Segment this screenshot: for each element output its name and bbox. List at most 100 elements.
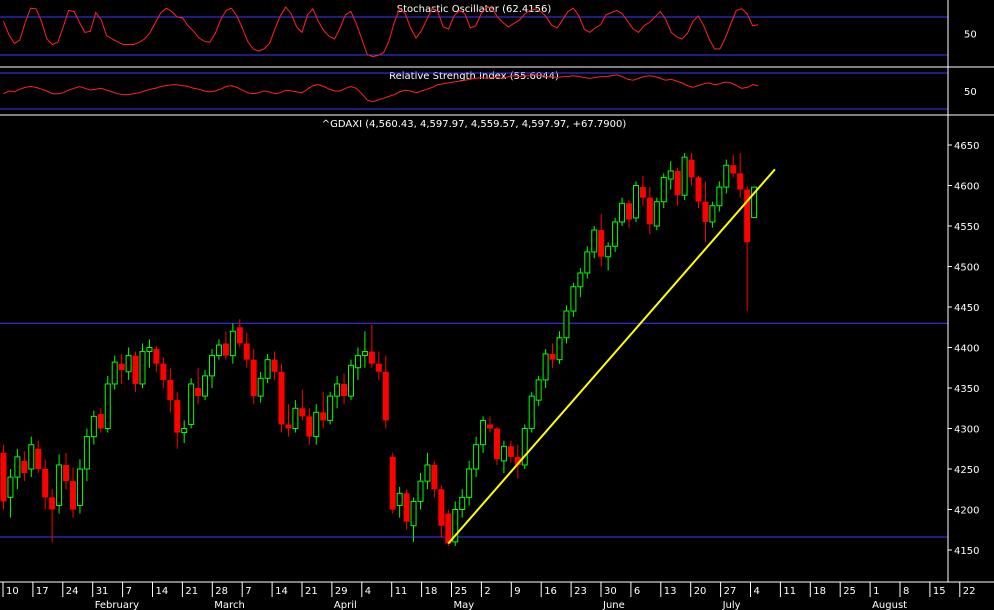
candle-body-down xyxy=(306,416,313,437)
candle xyxy=(70,467,76,518)
candle-body-down xyxy=(702,201,709,222)
candle-body-down xyxy=(549,353,556,360)
candle-body-up xyxy=(653,201,660,227)
x-month-label: July xyxy=(722,600,741,610)
candle xyxy=(375,351,382,380)
candle xyxy=(737,153,744,198)
candle-body-down xyxy=(63,464,70,482)
x-tick-label: 24 xyxy=(66,586,79,597)
candle-body-up xyxy=(521,428,528,466)
candle xyxy=(125,347,132,380)
candle xyxy=(716,181,723,212)
candle xyxy=(744,185,751,312)
candle-body-up xyxy=(452,509,459,543)
candle xyxy=(389,452,396,514)
candle-body-up xyxy=(584,251,591,274)
trendline xyxy=(447,168,776,545)
price-tick-label: 4300 xyxy=(954,425,979,436)
candle-body-down xyxy=(507,446,514,457)
candle-body-down xyxy=(730,165,737,174)
price-tick-label: 4150 xyxy=(954,546,979,557)
x-tick-label: 4 xyxy=(754,586,760,597)
x-tick-label: 10 xyxy=(6,586,19,597)
candle-body-down xyxy=(320,412,327,421)
x-tick-label: 14 xyxy=(156,586,169,597)
candle xyxy=(500,440,507,474)
candle xyxy=(361,331,368,368)
candle-body-up xyxy=(327,395,334,421)
candle-body-up xyxy=(605,245,612,258)
candle xyxy=(535,375,542,406)
candle-body-down xyxy=(236,327,243,344)
x-tick-label: 4 xyxy=(365,586,371,597)
candle-body-down xyxy=(438,489,445,526)
candle xyxy=(584,246,591,279)
candle-body-up xyxy=(56,464,63,506)
candle xyxy=(42,459,49,510)
candle-body-down xyxy=(97,413,104,429)
candle xyxy=(174,392,181,449)
candle xyxy=(56,454,63,514)
candle-body-down xyxy=(639,187,646,198)
x-tick-label: 27 xyxy=(724,586,737,597)
candle-body-up xyxy=(14,456,21,478)
candlesticks xyxy=(0,153,758,546)
candle-body-up xyxy=(417,480,424,502)
candle-body-down xyxy=(695,177,702,202)
candle-body-up xyxy=(28,444,35,470)
candle xyxy=(507,440,514,463)
candle xyxy=(556,331,563,364)
candle-body-down xyxy=(118,363,125,371)
candle-body-up xyxy=(424,464,431,482)
candle-body-down xyxy=(626,203,632,220)
x-tick-label: 7 xyxy=(126,586,132,597)
candle xyxy=(619,197,626,226)
candle-body-up xyxy=(723,164,730,188)
x-tick-label: 15 xyxy=(933,586,946,597)
candle-body-up xyxy=(410,500,417,527)
candle-body-up xyxy=(7,476,14,498)
candle-body-up xyxy=(396,492,403,506)
candle-body-down xyxy=(70,481,76,510)
candle xyxy=(459,489,466,518)
price-tick-label: 4350 xyxy=(954,384,979,395)
candle xyxy=(354,347,361,380)
candle-body-down xyxy=(403,493,410,522)
rsi-tick-label: 50 xyxy=(964,87,977,98)
candle-body-down xyxy=(598,230,605,257)
candle xyxy=(646,187,653,235)
candle xyxy=(313,404,320,445)
candle xyxy=(21,451,28,482)
x-tick-label: 25 xyxy=(843,586,856,597)
candle-body-down xyxy=(132,355,139,384)
candle xyxy=(417,473,424,510)
candle-body-down xyxy=(285,424,292,429)
x-tick-label: 11 xyxy=(783,586,796,597)
x-tick-label: 31 xyxy=(96,586,109,597)
candle xyxy=(104,375,111,433)
candle-body-down xyxy=(646,197,653,225)
x-tick-label: 21 xyxy=(185,586,198,597)
candle xyxy=(514,444,521,479)
candle xyxy=(549,343,556,368)
candle xyxy=(528,392,535,433)
candle xyxy=(688,153,695,186)
candle xyxy=(632,181,639,222)
candle-body-up xyxy=(139,351,146,385)
stochastic-tick-label: 50 xyxy=(964,30,977,41)
candle xyxy=(153,345,160,372)
candle-body-up xyxy=(681,156,688,196)
candle-body-up xyxy=(361,351,368,357)
x-tick-label: 11 xyxy=(395,586,408,597)
candle-body-up xyxy=(632,185,639,219)
x-tick-label: 25 xyxy=(455,586,468,597)
candle xyxy=(28,436,35,478)
candle xyxy=(7,469,14,518)
candle xyxy=(674,167,681,206)
candle xyxy=(403,489,410,530)
candle xyxy=(487,416,493,433)
candle-body-up xyxy=(556,337,563,361)
candle-body-up xyxy=(667,170,674,180)
candle xyxy=(285,404,292,437)
